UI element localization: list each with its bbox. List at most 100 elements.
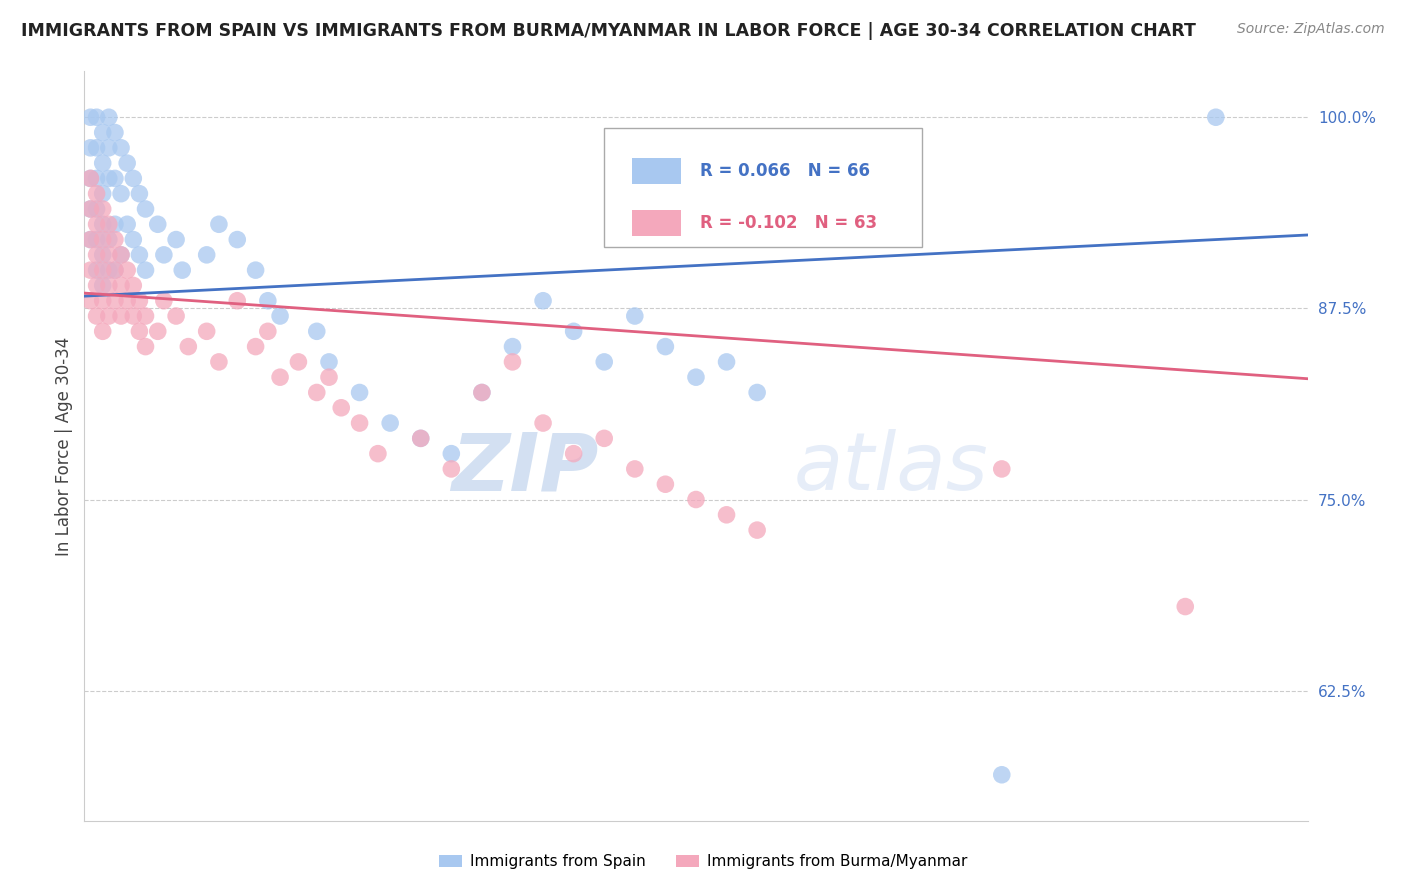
Point — [79, 171, 101, 186]
Point — [91, 217, 114, 231]
Point — [269, 309, 291, 323]
Point — [86, 263, 108, 277]
Point — [91, 233, 114, 247]
Point — [135, 202, 157, 216]
Point — [91, 126, 114, 140]
Y-axis label: In Labor Force | Age 30-34: In Labor Force | Age 30-34 — [55, 336, 73, 556]
Point — [177, 340, 200, 354]
Point — [79, 171, 101, 186]
Point — [593, 431, 616, 445]
Point — [104, 263, 127, 277]
Point — [257, 324, 280, 338]
Point — [86, 217, 108, 231]
Point — [115, 217, 138, 231]
Point — [104, 263, 127, 277]
Point — [747, 523, 769, 537]
Point — [110, 186, 132, 201]
Point — [318, 370, 340, 384]
Point — [531, 416, 554, 430]
Point — [115, 293, 138, 308]
Point — [91, 324, 114, 338]
Point — [115, 263, 138, 277]
Point — [135, 309, 157, 323]
Point — [91, 263, 114, 277]
Point — [502, 355, 524, 369]
Point — [195, 248, 218, 262]
Point — [747, 385, 769, 400]
Point — [110, 309, 132, 323]
Point — [79, 202, 101, 216]
Point — [86, 141, 108, 155]
FancyBboxPatch shape — [605, 128, 922, 247]
Point — [86, 309, 108, 323]
Point — [593, 355, 616, 369]
Point — [318, 355, 340, 369]
Point — [104, 217, 127, 231]
Point — [146, 324, 169, 338]
Point — [128, 293, 150, 308]
Point — [685, 492, 707, 507]
Bar — [633, 210, 682, 236]
Point — [135, 263, 157, 277]
Point — [128, 324, 150, 338]
Text: R = -0.102   N = 63: R = -0.102 N = 63 — [700, 214, 877, 232]
Point — [257, 293, 280, 308]
Point — [440, 447, 463, 461]
Point — [165, 233, 187, 247]
Text: IMMIGRANTS FROM SPAIN VS IMMIGRANTS FROM BURMA/MYANMAR IN LABOR FORCE | AGE 30-3: IMMIGRANTS FROM SPAIN VS IMMIGRANTS FROM… — [21, 22, 1197, 40]
Point — [128, 248, 150, 262]
Legend: Immigrants from Spain, Immigrants from Burma/Myanmar: Immigrants from Spain, Immigrants from B… — [433, 848, 973, 875]
Point — [104, 233, 127, 247]
Point — [562, 324, 585, 338]
Point — [79, 141, 101, 155]
Point — [349, 416, 371, 430]
Point — [305, 385, 328, 400]
Point — [349, 385, 371, 400]
Point — [716, 355, 738, 369]
Text: ZIP: ZIP — [451, 429, 598, 508]
Point — [104, 171, 127, 186]
Point — [128, 186, 150, 201]
Point — [409, 431, 432, 445]
Point — [79, 233, 101, 247]
Point — [287, 355, 309, 369]
Point — [135, 340, 157, 354]
Point — [104, 126, 127, 140]
Point — [122, 278, 145, 293]
Point — [91, 156, 114, 170]
Point — [97, 110, 120, 124]
Point — [409, 431, 432, 445]
Point — [86, 248, 108, 262]
Point — [97, 217, 120, 231]
Point — [97, 233, 120, 247]
Point — [97, 171, 120, 186]
Point — [1205, 110, 1227, 124]
Point — [654, 340, 676, 354]
Point — [97, 248, 120, 262]
Point — [991, 462, 1014, 476]
Point — [226, 293, 249, 308]
Point — [86, 202, 108, 216]
Point — [122, 233, 145, 247]
Text: Source: ZipAtlas.com: Source: ZipAtlas.com — [1237, 22, 1385, 37]
Point — [91, 248, 114, 262]
Point — [97, 263, 120, 277]
Point — [226, 233, 249, 247]
Point — [110, 141, 132, 155]
Point — [110, 248, 132, 262]
Point — [1174, 599, 1197, 614]
Point — [440, 462, 463, 476]
Point — [471, 385, 494, 400]
Point — [531, 293, 554, 308]
Point — [86, 233, 108, 247]
Point — [380, 416, 402, 430]
Point — [91, 186, 114, 201]
Point — [502, 340, 524, 354]
Point — [91, 278, 114, 293]
Point — [367, 447, 389, 461]
Point — [97, 278, 120, 293]
Point — [269, 370, 291, 384]
Point — [115, 156, 138, 170]
Point — [716, 508, 738, 522]
Point — [471, 385, 494, 400]
